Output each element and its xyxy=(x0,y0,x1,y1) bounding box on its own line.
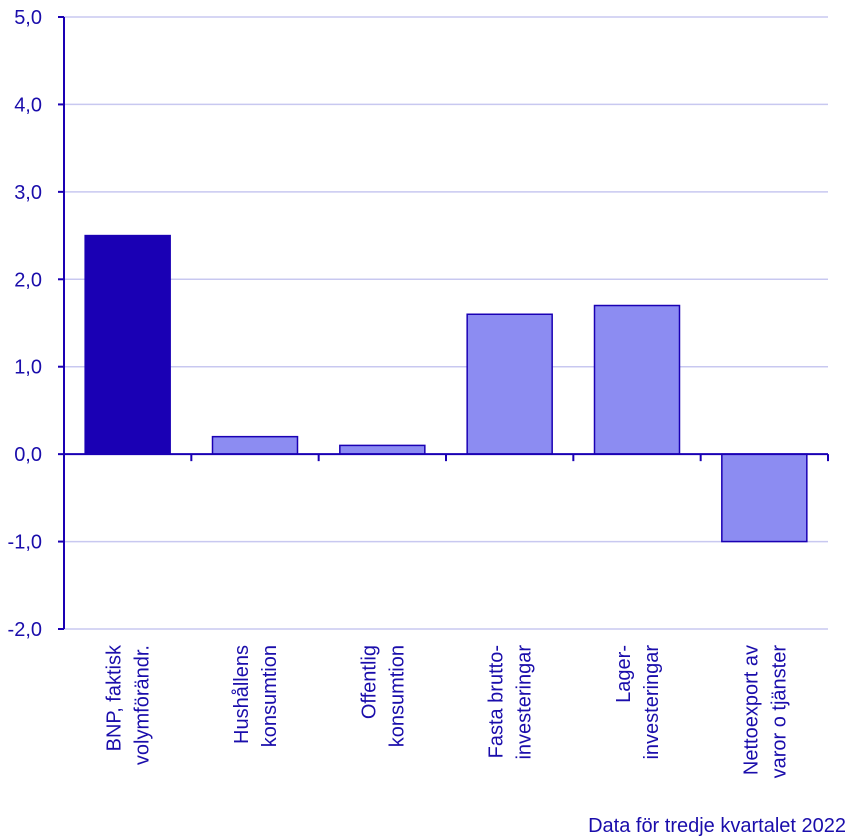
x-category-label: Hushållens xyxy=(231,645,253,744)
y-tick-label: 4,0 xyxy=(14,94,42,116)
y-tick-label: 5,0 xyxy=(14,7,42,29)
bar-1 xyxy=(211,435,299,455)
x-category-label: investeringar xyxy=(514,645,536,760)
y-tick-labels: -2,0 -1,0 0,0 1,0 2,0 3,0 4,0 5,0 xyxy=(8,7,42,641)
bar-0 xyxy=(84,234,171,455)
x-category-label: Nettoexport av xyxy=(740,645,762,775)
x-category-label: konsumtion xyxy=(386,645,408,747)
bar-3 xyxy=(466,313,553,455)
x-category-label: Offentlig xyxy=(358,645,380,719)
x-category-label: Fasta brutto- xyxy=(486,645,508,758)
y-tick-label: 2,0 xyxy=(14,269,42,291)
bars xyxy=(84,234,808,543)
y-tick-label: -1,0 xyxy=(8,532,42,554)
x-category-label: investeringar xyxy=(641,645,663,760)
y-tick-label: 1,0 xyxy=(14,357,42,379)
bar-4 xyxy=(593,304,681,455)
x-category-label: BNP, faktisk xyxy=(104,644,126,751)
bar-2 xyxy=(339,444,426,455)
footnote: Data för tredje kvartalet 2022 xyxy=(588,815,846,837)
y-tick-label: -2,0 xyxy=(8,619,42,641)
y-tick-label: 3,0 xyxy=(14,182,42,204)
x-category-labels: BNP, faktisk volymförändr. Hushållens konsu… xyxy=(104,644,791,778)
bar-5 xyxy=(721,453,808,543)
x-category-label: konsumtion xyxy=(259,645,281,747)
bar-chart: -2,0 -1,0 0,0 1,0 2,0 3,0 4,0 5,0 BNP, faktisk v… xyxy=(8,7,829,778)
gridlines xyxy=(64,16,828,630)
x-category-label: volymförändr. xyxy=(132,645,154,765)
axes xyxy=(58,16,829,630)
x-category-label: varor o tjänster xyxy=(768,645,790,779)
x-category-label: Lager- xyxy=(613,645,635,703)
y-tick-label: 0,0 xyxy=(14,444,42,466)
